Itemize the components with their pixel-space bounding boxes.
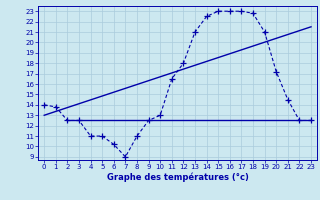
- X-axis label: Graphe des températures (°c): Graphe des températures (°c): [107, 173, 249, 182]
